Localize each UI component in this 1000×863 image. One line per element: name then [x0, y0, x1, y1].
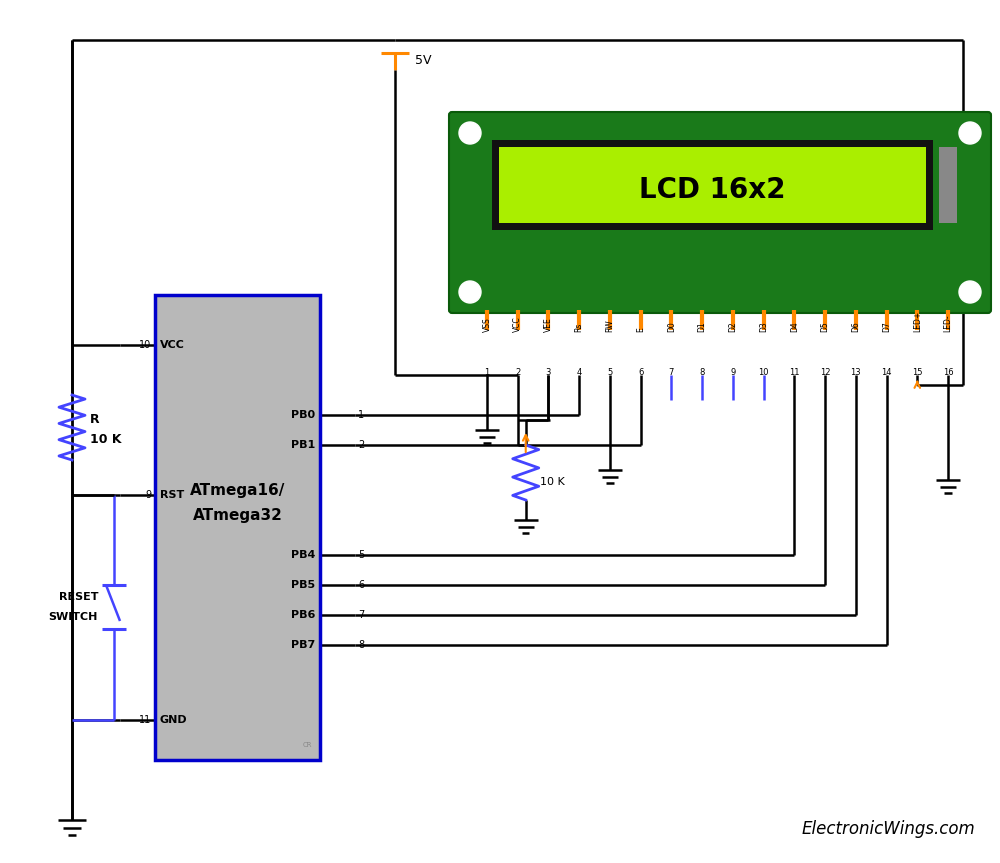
Text: PB7: PB7 — [291, 640, 315, 650]
Text: RW: RW — [605, 319, 614, 332]
Text: 1: 1 — [358, 410, 364, 420]
Text: 7: 7 — [669, 368, 674, 377]
Text: 16: 16 — [943, 368, 953, 377]
Text: CR: CR — [302, 742, 312, 748]
Text: 2: 2 — [515, 368, 520, 377]
Text: D6: D6 — [851, 321, 860, 332]
Text: 5: 5 — [358, 550, 364, 560]
Bar — [939, 147, 957, 223]
Circle shape — [959, 281, 981, 303]
Text: VEE: VEE — [544, 318, 553, 332]
Text: SWITCH: SWITCH — [49, 612, 98, 622]
Text: D3: D3 — [759, 321, 768, 332]
Text: 10 K: 10 K — [540, 477, 564, 487]
Circle shape — [959, 122, 981, 144]
Text: RESET: RESET — [58, 592, 98, 602]
Bar — [492, 140, 933, 230]
Text: 6: 6 — [638, 368, 643, 377]
Text: 4: 4 — [577, 368, 582, 377]
Text: 8: 8 — [358, 640, 364, 650]
Text: 15: 15 — [912, 368, 923, 377]
Text: 10: 10 — [139, 340, 151, 350]
Text: LED+: LED+ — [913, 311, 922, 332]
Text: D7: D7 — [882, 321, 891, 332]
Text: 14: 14 — [881, 368, 892, 377]
Text: VCC: VCC — [160, 340, 185, 350]
Text: D5: D5 — [821, 321, 830, 332]
Text: D2: D2 — [728, 321, 737, 332]
Text: 5V: 5V — [415, 54, 432, 66]
Bar — [155, 295, 320, 760]
FancyBboxPatch shape — [449, 112, 991, 313]
Text: PB4: PB4 — [291, 550, 315, 560]
Text: PB0: PB0 — [291, 410, 315, 420]
Text: 6: 6 — [358, 580, 364, 590]
Text: 2: 2 — [358, 440, 364, 450]
Text: 12: 12 — [820, 368, 830, 377]
Circle shape — [459, 281, 481, 303]
Bar — [499, 147, 926, 223]
Text: 7: 7 — [358, 610, 364, 620]
Text: D0: D0 — [667, 321, 676, 332]
Text: E: E — [636, 327, 645, 332]
Text: 13: 13 — [850, 368, 861, 377]
Text: PB1: PB1 — [291, 440, 315, 450]
Text: 9: 9 — [145, 490, 151, 500]
Text: ElectronicWings.com: ElectronicWings.com — [801, 820, 975, 838]
Circle shape — [459, 122, 481, 144]
Text: D4: D4 — [790, 321, 799, 332]
Text: ATmega16/: ATmega16/ — [190, 482, 285, 497]
Text: 11: 11 — [789, 368, 800, 377]
Text: PB6: PB6 — [291, 610, 315, 620]
Text: GND: GND — [160, 715, 188, 725]
Text: 5: 5 — [607, 368, 613, 377]
Text: 3: 3 — [546, 368, 551, 377]
Text: Rs: Rs — [575, 323, 584, 332]
Text: 10 K: 10 K — [90, 432, 122, 445]
Text: 1: 1 — [484, 368, 490, 377]
Text: RST: RST — [160, 490, 184, 500]
Text: VCC: VCC — [513, 316, 522, 332]
Text: 8: 8 — [699, 368, 705, 377]
Text: R: R — [90, 413, 100, 425]
Text: ATmega32: ATmega32 — [193, 507, 282, 522]
Text: EW: EW — [962, 126, 974, 132]
Text: PB5: PB5 — [291, 580, 315, 590]
Text: 10: 10 — [758, 368, 769, 377]
Text: LCD 16x2: LCD 16x2 — [639, 176, 786, 204]
Text: VSS: VSS — [482, 318, 492, 332]
Text: LED-: LED- — [944, 314, 952, 332]
Text: 11: 11 — [139, 715, 151, 725]
Text: D1: D1 — [698, 321, 707, 332]
Text: 9: 9 — [730, 368, 735, 377]
